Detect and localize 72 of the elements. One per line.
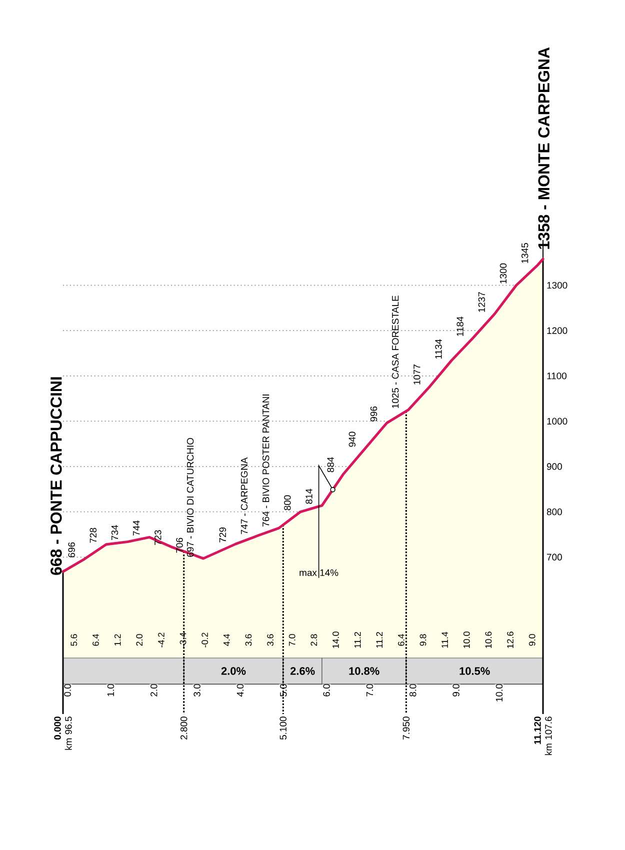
data-label: 723 <box>154 530 162 546</box>
annotation: 10.0 <box>463 632 470 648</box>
band-label: 2.6% <box>290 667 315 675</box>
ref-line-label: 11.120 km 107.6 <box>534 716 552 756</box>
x-tick-label: 6.0 <box>323 684 330 696</box>
y-tick-label: 700 <box>547 554 562 560</box>
data-label: 668 - PONTE CAPPUCCINI <box>50 377 62 575</box>
y-tick-label: 1100 <box>547 372 567 380</box>
band-label: 10.8% <box>349 667 380 675</box>
x-tick-label: 9.0 <box>452 684 460 696</box>
data-label: 744 <box>133 520 140 536</box>
data-label: 706 <box>176 538 183 553</box>
y-tick-label: 800 <box>546 508 562 516</box>
data-label: 697 - BIVIO DI CATURCHIO <box>186 438 194 557</box>
data-label: 996 <box>370 406 378 422</box>
annotation: -4.2 <box>158 632 164 648</box>
data-label: 1300 <box>500 263 507 284</box>
annotation: max 14% <box>300 569 338 576</box>
annotation: 5.6 <box>70 634 78 646</box>
x-tick-label: 3.0 <box>194 684 200 696</box>
data-label: 734 <box>111 525 118 540</box>
annotation: 2.0 <box>136 634 143 646</box>
ref-line-label: 5.100 <box>280 716 286 740</box>
data-label: 1077 <box>414 364 420 384</box>
x-tick-label: 10.0 <box>496 684 503 702</box>
annotation: 9.0 <box>528 634 536 646</box>
ref-line-label: 7.950 <box>402 716 410 740</box>
ref-line-label: 2.800 <box>180 716 188 740</box>
data-label: 764 - BIVIO POSTER PANTANI <box>262 394 270 526</box>
y-tick-label: 900 <box>546 463 562 470</box>
data-label: 814 <box>306 488 312 504</box>
annotation: 10.6 <box>485 632 492 648</box>
annotation: 3.6 <box>267 634 274 646</box>
data-label: 747 - CARPEGNA <box>240 457 248 534</box>
data-label: 696 <box>68 542 75 558</box>
y-tick-label: 1000 <box>547 418 568 425</box>
annotation: 4.4 <box>224 634 230 646</box>
x-tick-label: 0.0 <box>64 684 71 696</box>
y-tick-label: 1200 <box>547 327 568 334</box>
data-label: 1237 <box>478 292 486 312</box>
data-label: 800 <box>284 495 291 510</box>
data-label: 1184 <box>456 316 464 336</box>
annotation: 14.0 <box>332 632 339 648</box>
data-label: 940 <box>348 432 356 447</box>
annotation: 2.8 <box>310 634 318 646</box>
x-tick-label: 1.0 <box>107 684 114 696</box>
x-tick-label: 8.0 <box>410 684 416 696</box>
data-label: 1134 <box>435 339 442 359</box>
data-label: 729 <box>219 527 226 542</box>
x-tick-label: 2.0 <box>150 684 158 696</box>
annotation: 1.2 <box>114 634 121 646</box>
annotation: 11.2 <box>354 632 361 648</box>
annotation: 12.6 <box>507 632 514 648</box>
annotation: -0.2 <box>202 632 208 648</box>
y-tick-label: 1300 <box>547 282 568 289</box>
x-tick-label: 7.0 <box>366 684 374 696</box>
data-label: 1025 - CASA FORESTALE <box>392 296 399 408</box>
annotation: 3.6 <box>245 634 252 646</box>
annotation: 7.0 <box>288 634 296 646</box>
band-label: 2.0% <box>221 667 246 675</box>
data-label: 1358 - MONTE CARPEGNA <box>538 47 550 249</box>
data-label: 728 <box>90 528 97 543</box>
data-label: 1345 <box>521 243 528 263</box>
ref-line-label: 0.000 km 96.5 <box>54 716 72 750</box>
band-label: 10.5% <box>460 667 490 675</box>
annotation: 9.8 <box>420 634 426 646</box>
annotation: 6.4 <box>92 634 99 646</box>
annotation: 11.4 <box>442 632 448 648</box>
data-label: 884 <box>327 457 334 472</box>
x-tick-label: 4.0 <box>236 684 244 697</box>
annotation: 11.2 <box>376 632 382 648</box>
annotation: 6.4 <box>398 634 404 646</box>
